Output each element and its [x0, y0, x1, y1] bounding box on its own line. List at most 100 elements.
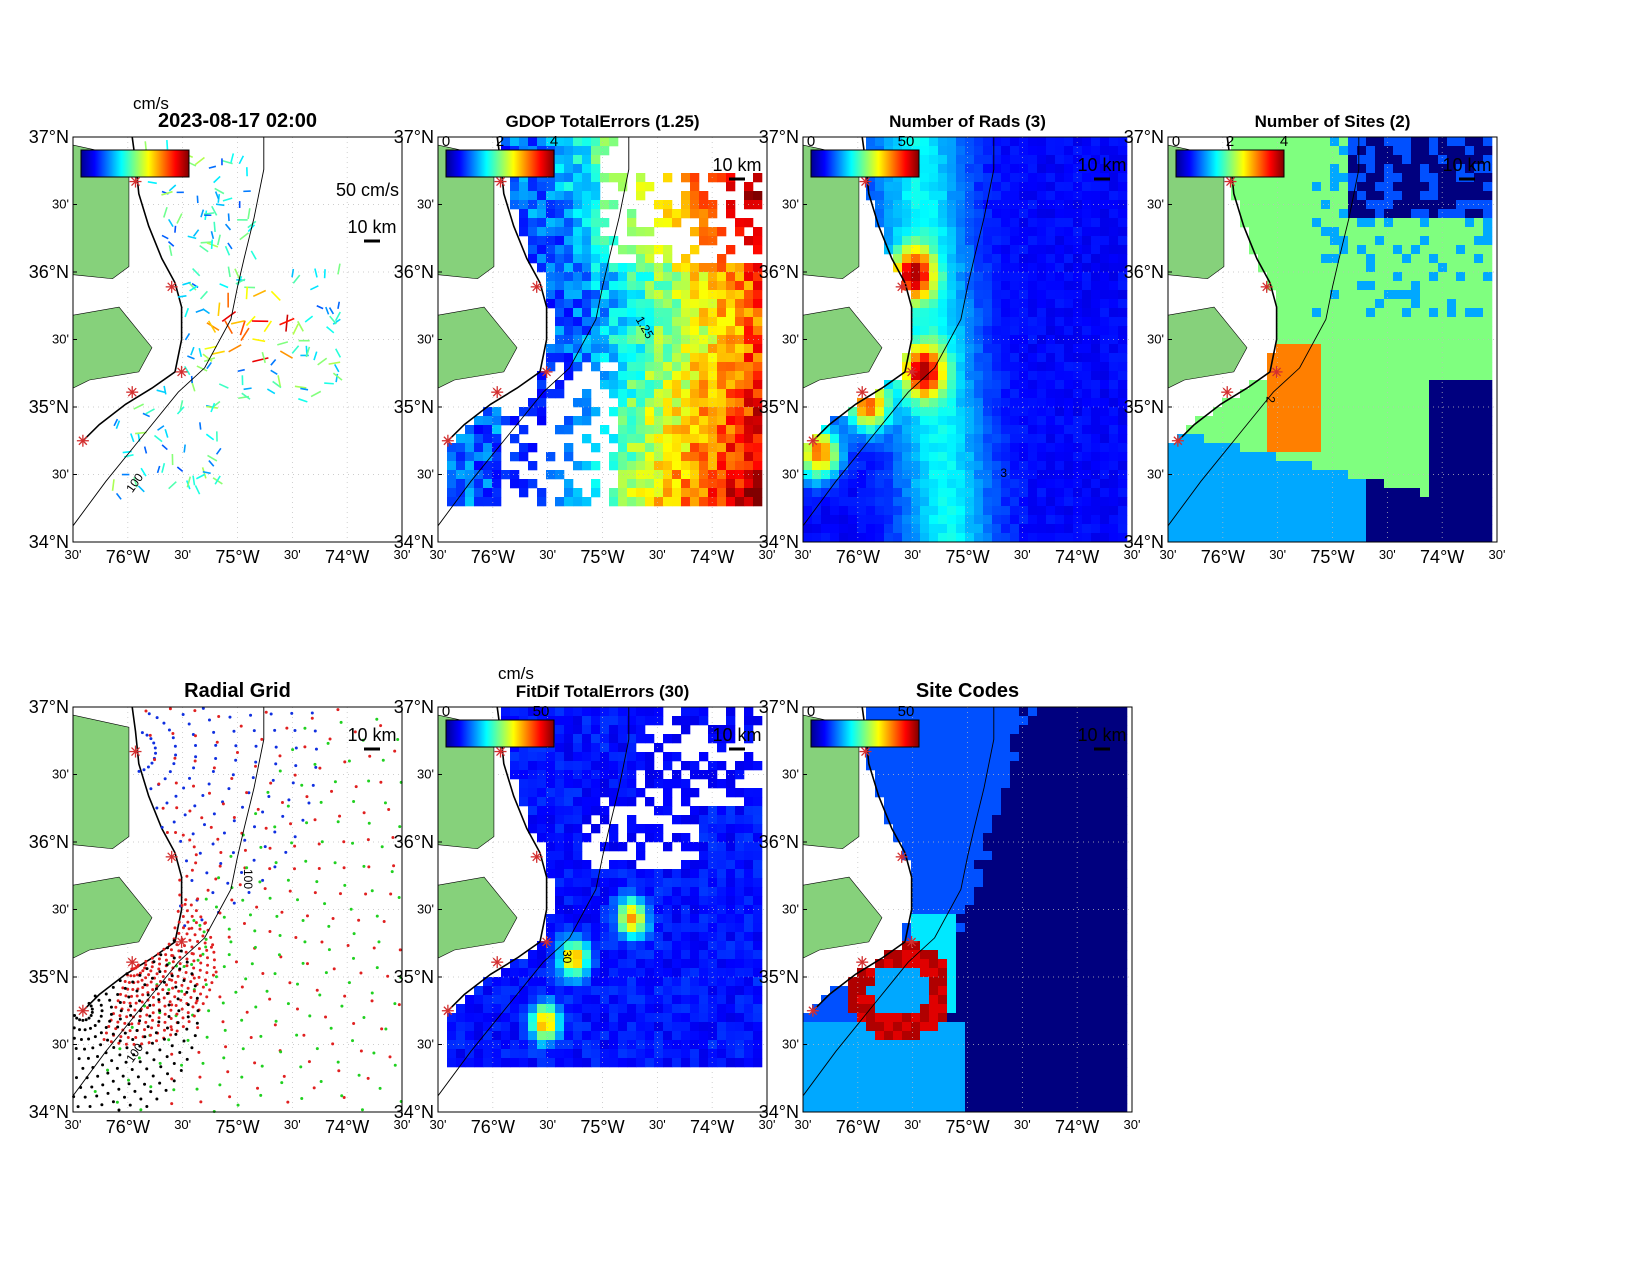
current-vector	[174, 225, 177, 233]
heatmap-cell	[956, 209, 966, 219]
heatmap-cell	[1321, 200, 1331, 210]
heatmap-cell	[582, 317, 592, 327]
radial-grid-point	[397, 1003, 401, 1007]
heatmap-cell	[465, 443, 475, 453]
heatmap-cell	[821, 425, 831, 435]
heatmap-cell	[582, 164, 592, 174]
heatmap-cell	[1393, 164, 1403, 174]
lon-tick-label: 76°W	[471, 547, 515, 567]
heatmap-cell	[1037, 236, 1047, 246]
heatmap-cell	[699, 461, 709, 471]
heatmap-cell	[510, 1013, 520, 1023]
heatmap-cell	[627, 479, 637, 489]
lat-tick-label: 30'	[417, 197, 434, 212]
heatmap-cell	[830, 497, 840, 507]
radial-grid-point	[174, 794, 178, 798]
heatmap-cell	[920, 137, 930, 147]
heatmap-cell	[681, 398, 691, 408]
heatmap-cell	[663, 173, 673, 183]
radial-grid-point	[336, 708, 340, 712]
radial-grid-point	[185, 1057, 189, 1061]
radial-grid-point	[115, 1066, 119, 1070]
heatmap-cell	[902, 353, 912, 363]
heatmap-cell	[1366, 479, 1376, 489]
heatmap-cell	[546, 344, 556, 354]
heatmap-cell	[1240, 470, 1250, 480]
panel-title: Number of Rads (3)	[889, 112, 1046, 131]
heatmap-cell	[974, 164, 984, 174]
radial-grid-point	[96, 1054, 100, 1058]
heatmap-cell	[938, 470, 948, 480]
heatmap-cell	[929, 191, 939, 201]
lat-tick-label: 35°N	[1124, 397, 1164, 417]
heatmap-cell	[911, 335, 921, 345]
heatmap-cell	[1073, 434, 1083, 444]
heatmap-cell	[708, 371, 718, 381]
current-vector	[113, 418, 119, 427]
radial-grid-point	[160, 825, 164, 829]
radial-grid-point	[199, 915, 203, 919]
heatmap-cell	[920, 389, 930, 399]
radial-grid-point	[393, 1002, 397, 1006]
radial-grid-point	[145, 1051, 149, 1055]
heatmap-cell	[1402, 146, 1412, 156]
heatmap-cell	[1028, 137, 1038, 147]
heatmap-cell	[839, 416, 849, 426]
heatmap-cell	[929, 164, 939, 174]
heatmap-cell	[974, 407, 984, 417]
heatmap-cell	[1384, 452, 1394, 462]
heatmap-cell	[1240, 434, 1250, 444]
heatmap-cell	[1411, 398, 1421, 408]
heatmap-cell	[1222, 497, 1232, 507]
heatmap-cell	[1109, 254, 1119, 264]
heatmap-cell	[911, 173, 921, 183]
panel-title: 2023-08-17 02:00	[158, 110, 317, 132]
heatmap-cell	[1393, 407, 1403, 417]
heatmap-cell	[929, 479, 939, 489]
heatmap-cell	[609, 281, 619, 291]
heatmap-cell	[1240, 416, 1250, 426]
heatmap-cell	[1348, 515, 1358, 525]
heatmap-cell	[1429, 479, 1439, 489]
radial-grid-point	[138, 1044, 142, 1048]
radial-grid-point	[231, 773, 235, 777]
heatmap-cell	[1321, 245, 1331, 255]
heatmap-cell	[1046, 461, 1056, 471]
radial-grid-point	[360, 1108, 364, 1112]
heatmap-cell	[1177, 443, 1187, 453]
heatmap-cell	[1402, 263, 1412, 273]
heatmap-cell	[1213, 407, 1223, 417]
heatmap-cell	[848, 488, 858, 498]
heatmap-cell	[965, 344, 975, 354]
heatmap-cell	[1375, 515, 1385, 525]
heatmap-cell	[708, 353, 718, 363]
heatmap-cell	[1312, 164, 1322, 174]
heatmap-cell	[1195, 488, 1205, 498]
heatmap-cell	[1456, 488, 1466, 498]
radial-grid-point	[293, 844, 297, 848]
heatmap-cell	[1384, 173, 1394, 183]
heatmap-cell	[1357, 182, 1367, 192]
heatmap-cell	[1294, 353, 1304, 363]
heatmap-cell	[564, 371, 574, 381]
heatmap-cell	[1420, 515, 1430, 525]
heatmap-cell	[1348, 353, 1358, 363]
heatmap-cell	[1375, 308, 1385, 318]
heatmap-cell	[1429, 254, 1439, 264]
heatmap-cell	[1393, 245, 1403, 255]
heatmap-cell	[1339, 164, 1349, 174]
heatmap-cell	[546, 254, 556, 264]
lat-tick-label: 34°N	[759, 532, 799, 552]
heatmap-cell	[1366, 524, 1376, 534]
heatmap-cell	[902, 263, 912, 273]
heatmap-cell	[983, 254, 993, 264]
heatmap-cell	[1348, 335, 1358, 345]
heatmap-cell	[1082, 245, 1092, 255]
radial-grid-point	[130, 994, 134, 998]
current-vector	[187, 235, 197, 240]
heatmap-cell	[1001, 335, 1011, 345]
heatmap-cell	[483, 416, 493, 426]
heatmap-cell	[893, 137, 903, 147]
radial-grid-point	[229, 854, 233, 858]
